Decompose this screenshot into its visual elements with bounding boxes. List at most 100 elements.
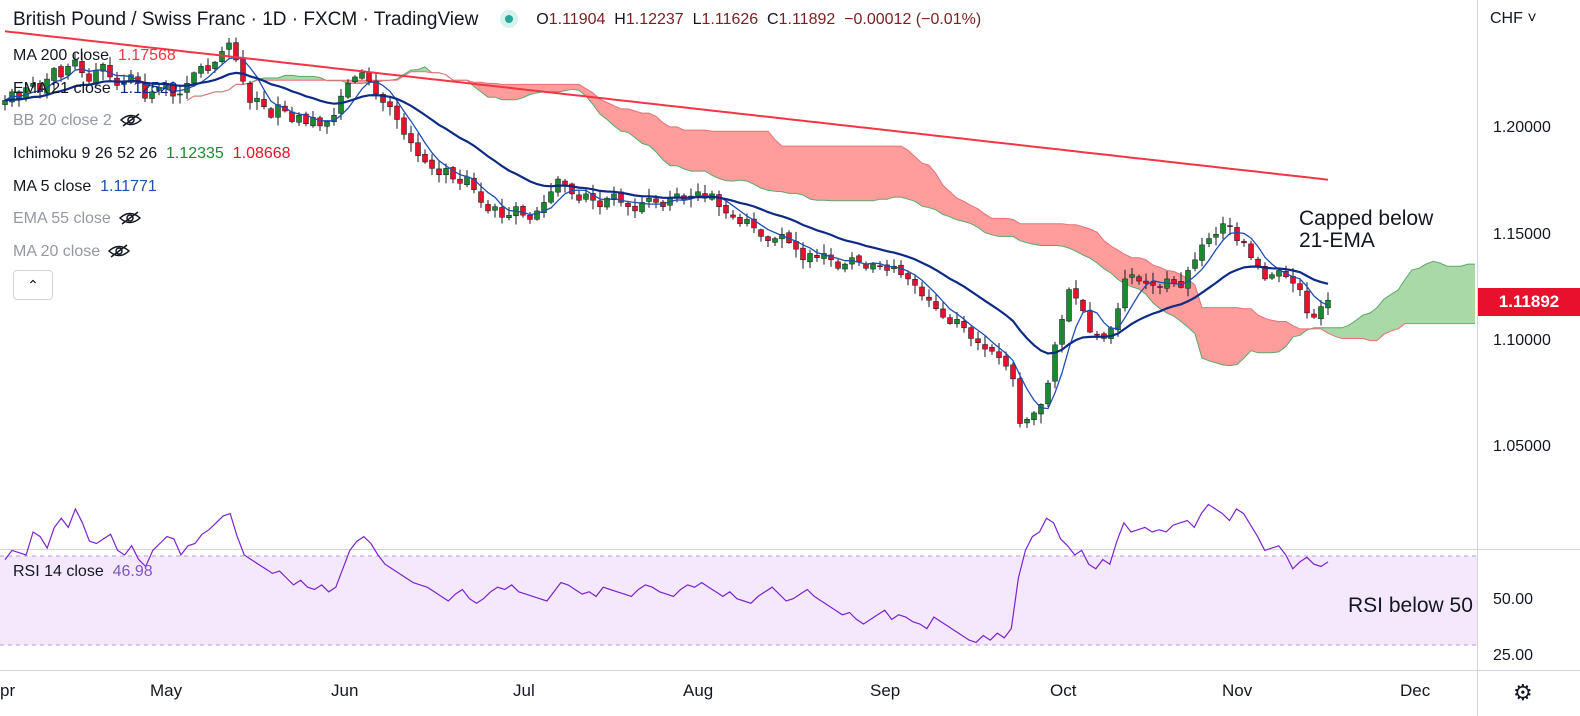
candle-down xyxy=(919,286,925,297)
candle-up xyxy=(604,197,610,208)
candle-up xyxy=(1038,404,1044,415)
gear-icon[interactable]: ⚙ xyxy=(1513,680,1533,705)
cloud-segment xyxy=(1342,325,1349,339)
rsi-line[interactable] xyxy=(4,503,1329,644)
annotation-rsi[interactable]: RSI below 50 xyxy=(1348,594,1473,617)
candle-up xyxy=(611,193,617,200)
cloud-segment xyxy=(670,126,677,166)
rsi-legend[interactable]: RSI 14 close 46.98 xyxy=(13,563,153,580)
cloud-segment xyxy=(985,214,992,235)
candle-down xyxy=(1248,243,1254,258)
price-tick: 1.05000 xyxy=(1493,438,1551,455)
candle-down xyxy=(380,94,386,103)
moving-average-lines[interactable] xyxy=(4,30,1329,410)
candle-down xyxy=(16,91,22,99)
time-tick: Dec xyxy=(1400,681,1431,700)
candle-down xyxy=(576,194,582,201)
cloud-segment xyxy=(1391,290,1398,332)
candle-up xyxy=(100,63,106,72)
candle-down xyxy=(905,273,911,280)
cloud-segment xyxy=(1202,307,1209,361)
candle-down xyxy=(926,296,932,301)
price-tick: 1.10000 xyxy=(1493,332,1551,349)
candle-down xyxy=(1311,313,1317,318)
candle-down xyxy=(1073,288,1079,299)
cloud-segment xyxy=(1328,327,1335,337)
hidden-eye-icon[interactable] xyxy=(119,113,142,127)
candle-up xyxy=(443,168,449,176)
candle-down xyxy=(1094,333,1100,336)
cloud-segment xyxy=(1286,321,1293,347)
candle-down xyxy=(387,101,393,107)
cloud-segment xyxy=(306,76,313,81)
time-tick: Sep xyxy=(870,681,901,700)
legend-ma200[interactable]: MA 200 close 1.17568 xyxy=(13,47,176,64)
legend-ichimoku[interactable]: Ichimoku 9 26 52 26 1.12335 1.08668 xyxy=(13,145,291,162)
candle-down xyxy=(422,153,428,163)
cloud-segment xyxy=(789,146,796,194)
cloud-segment xyxy=(978,208,985,233)
cloud-segment xyxy=(824,146,831,201)
cloud-segment xyxy=(1160,267,1167,313)
cloud-segment xyxy=(1006,218,1013,237)
candle-down xyxy=(485,204,491,212)
candle-down xyxy=(716,194,722,207)
symbol-title[interactable]: British Pound / Swiss Franc · 1D · FXCM … xyxy=(13,9,479,30)
candle-down xyxy=(37,83,43,93)
candle-up xyxy=(1269,274,1275,279)
candle-down xyxy=(632,205,638,212)
legend-collapse-button[interactable]: ⌃ xyxy=(13,270,53,300)
candle-down xyxy=(1143,280,1149,284)
cloud-segment xyxy=(705,130,712,176)
cloud-segment xyxy=(1174,271,1181,322)
candle-up xyxy=(296,114,302,123)
annotation-capped[interactable]: Capped below 21-EMA xyxy=(1299,207,1434,252)
cloud-segment xyxy=(1118,250,1125,284)
legend-ema55[interactable]: EMA 55 close xyxy=(13,210,141,228)
cloud-segment xyxy=(1230,307,1237,366)
currency-selector[interactable]: CHF ˅ xyxy=(1490,10,1537,27)
legend-ema21[interactable]: EMA 21 close 1.12520 xyxy=(13,80,178,97)
cloud-segment xyxy=(1405,269,1412,324)
cloud-segment xyxy=(1090,228,1097,264)
hidden-eye-icon[interactable] xyxy=(118,211,141,225)
candle-down xyxy=(527,214,533,220)
time-tick: May xyxy=(150,681,183,700)
legend-ma20[interactable]: MA 20 close xyxy=(13,243,131,261)
cloud-segment xyxy=(635,110,642,144)
cloud-segment xyxy=(1426,261,1433,324)
cloud-segment xyxy=(852,146,859,201)
cloud-segment xyxy=(698,130,705,172)
cloud-segment xyxy=(992,218,999,237)
cloud-segment xyxy=(530,84,537,95)
cloud-segment xyxy=(1398,279,1405,329)
cloud-segment xyxy=(1041,223,1048,246)
legend-bb20[interactable]: BB 20 close 2 xyxy=(13,112,142,130)
candle-down xyxy=(1241,240,1247,244)
cloud-segment xyxy=(1034,223,1041,246)
candle-up xyxy=(1052,344,1058,382)
cloud-segment xyxy=(1370,307,1377,341)
cloud-segment xyxy=(1013,219,1020,241)
candle-down xyxy=(800,247,806,261)
cloud-segment xyxy=(775,139,782,192)
hidden-eye-icon[interactable] xyxy=(108,244,131,258)
cloud-segment xyxy=(1111,245,1118,280)
cloud-segment xyxy=(768,131,775,192)
candle-down xyxy=(303,113,309,124)
cloud-segment xyxy=(1020,223,1027,243)
market-status-icon xyxy=(500,10,519,28)
candle-up xyxy=(583,193,589,200)
cloud-segment xyxy=(509,84,516,100)
candle-up xyxy=(464,176,470,185)
time-tick: Jun xyxy=(331,681,359,700)
legend-ma5[interactable]: MA 5 close 1.11771 xyxy=(13,178,157,195)
candle-up xyxy=(30,83,36,87)
cloud-segment xyxy=(1167,270,1174,317)
chart-header: British Pound / Swiss Franc · 1D · FXCM … xyxy=(13,9,981,31)
candle-down xyxy=(877,265,883,268)
cloud-segment xyxy=(579,84,586,97)
candle-down xyxy=(415,142,421,156)
candle-down xyxy=(366,72,372,82)
